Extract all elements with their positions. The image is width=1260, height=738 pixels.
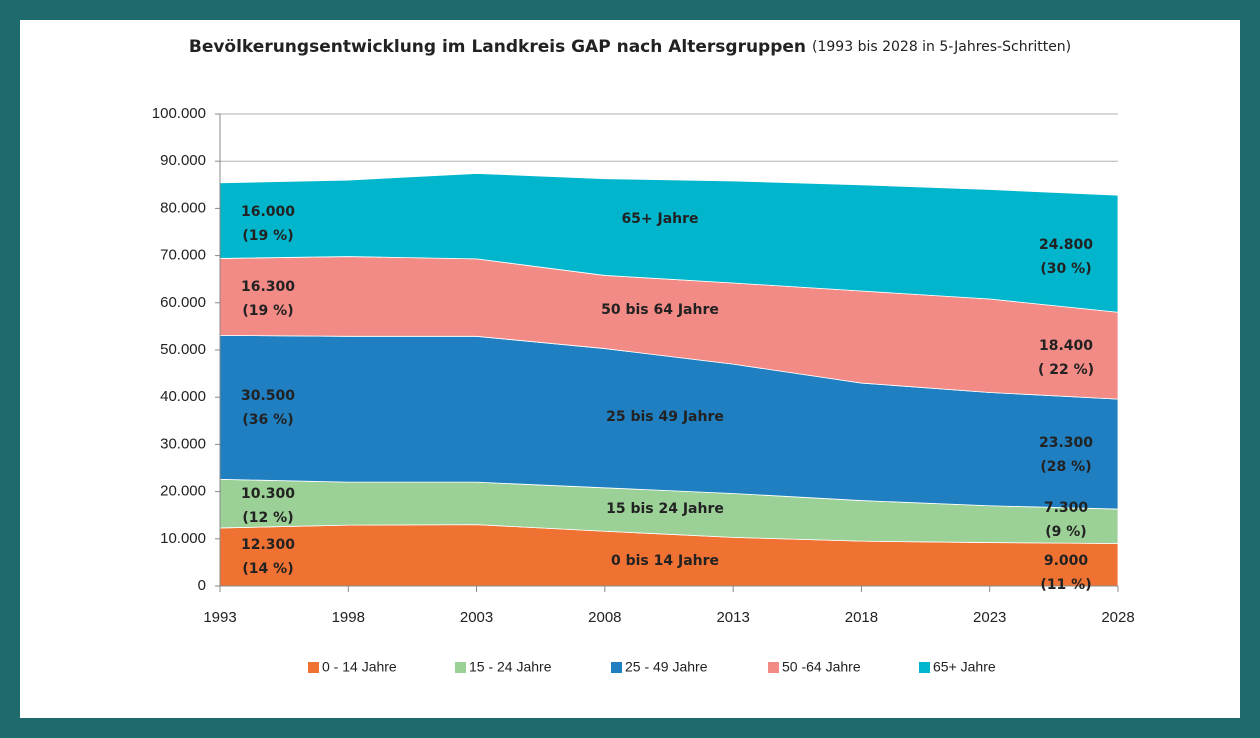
legend-swatch — [768, 662, 779, 673]
area — [219, 173, 1119, 313]
chart-title: Bevölkerungsentwicklung im Landkreis GAP… — [189, 37, 806, 57]
legend-label: 25 - 49 Jahre — [625, 659, 708, 675]
x-tick-label: 2003 — [460, 609, 493, 626]
chart-subtitle: (1993 bis 2028 in 5-Jahres-Schritten) — [812, 39, 1071, 55]
share-label: (30 %) — [1040, 261, 1091, 277]
y-tick-label: 50.000 — [160, 341, 206, 358]
legend-label: 50 -64 Jahre — [782, 659, 861, 675]
x-tick-label: 2018 — [845, 609, 878, 626]
value-label: 12.300 — [241, 537, 295, 553]
legend-swatch — [611, 662, 622, 673]
value-label: 7.300 — [1044, 500, 1089, 516]
value-label: 24.800 — [1039, 237, 1093, 253]
value-label: 23.300 — [1039, 435, 1093, 451]
y-tick-label: 10.000 — [160, 530, 206, 547]
legend-label: 65+ Jahre — [933, 659, 996, 675]
legend-swatch — [455, 662, 466, 673]
y-tick-label: 20.000 — [160, 483, 206, 500]
share-label: (12 %) — [242, 510, 293, 526]
area-label: 25 bis 49 Jahre — [606, 409, 724, 425]
legend-swatch — [308, 662, 319, 673]
share-label: ( 22 %) — [1038, 362, 1094, 378]
value-label: 16.000 — [241, 204, 295, 220]
x-tick-label: 2008 — [588, 609, 621, 626]
area-label: 65+ Jahre — [621, 211, 698, 227]
legend-label: 15 - 24 Jahre — [469, 659, 552, 675]
y-tick-label: 60.000 — [160, 294, 206, 311]
x-tick-label: 2028 — [1101, 609, 1134, 626]
x-tick-label: 2013 — [716, 609, 749, 626]
share-label: (28 %) — [1040, 459, 1091, 475]
x-tick-label: 2023 — [973, 609, 1006, 626]
chart-title-line: Bevölkerungsentwicklung im Landkreis GAP… — [189, 37, 1071, 57]
value-label: 10.300 — [241, 486, 295, 502]
share-label: (36 %) — [242, 412, 293, 428]
share-label: (14 %) — [242, 561, 293, 577]
value-label: 30.500 — [241, 388, 295, 404]
y-tick-label: 90.000 — [160, 152, 206, 169]
share-label: (11 %) — [1040, 577, 1091, 593]
y-tick-label: 40.000 — [160, 388, 206, 405]
y-tick-label: 100.000 — [152, 105, 206, 122]
y-tick-label: 30.000 — [160, 435, 206, 452]
value-label: 18.400 — [1039, 338, 1093, 354]
y-tick-label: 70.000 — [160, 247, 206, 264]
share-label: (19 %) — [242, 228, 293, 244]
share-label: (9 %) — [1045, 524, 1086, 540]
value-label: 16.300 — [241, 279, 295, 295]
area-label: 50 bis 64 Jahre — [601, 302, 719, 318]
y-tick-label: 0 — [198, 577, 206, 594]
x-tick-label: 1993 — [203, 609, 236, 626]
area-label: 15 bis 24 Jahre — [606, 501, 724, 517]
value-label: 9.000 — [1044, 553, 1089, 569]
legend-swatch — [919, 662, 930, 673]
share-label: (19 %) — [242, 303, 293, 319]
legend-label: 0 - 14 Jahre — [322, 659, 397, 675]
x-tick-label: 1998 — [332, 609, 365, 626]
area-label: 0 bis 14 Jahre — [611, 553, 719, 569]
y-tick-label: 80.000 — [160, 199, 206, 216]
